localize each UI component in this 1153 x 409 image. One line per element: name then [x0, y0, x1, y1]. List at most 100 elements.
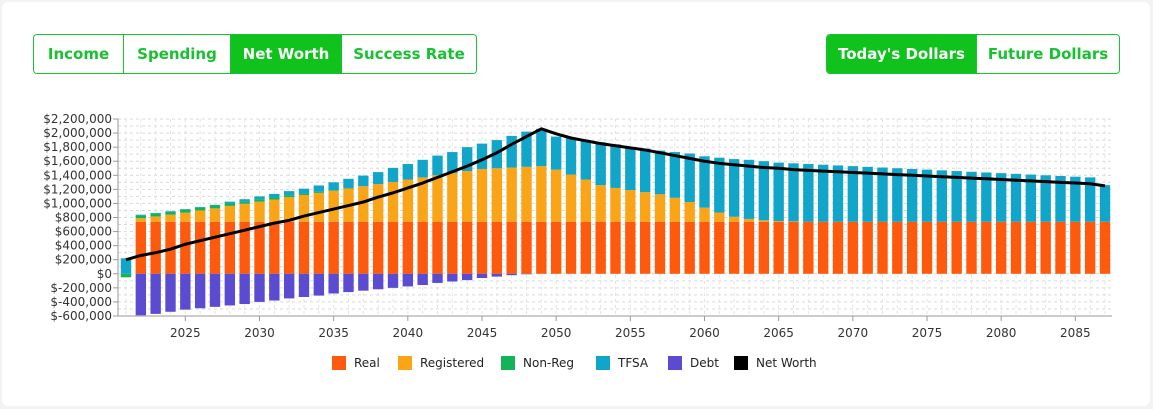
bar-tfsa — [461, 147, 473, 172]
bar-debt — [269, 273, 280, 301]
bar-debt — [402, 273, 414, 287]
bar-tfsa — [417, 159, 428, 178]
bar-registered — [358, 186, 369, 222]
bar-debt — [254, 273, 265, 302]
bar-debt — [358, 273, 369, 291]
bar-registered — [654, 194, 666, 222]
bar-real — [254, 221, 265, 274]
bar-debt — [135, 273, 147, 316]
bar-registered — [269, 199, 280, 222]
bar-real — [417, 221, 428, 274]
bar-tfsa — [728, 159, 740, 217]
bar-registered — [788, 221, 799, 222]
y-tick-label: $1,800,000 — [43, 140, 112, 154]
bar-tfsa — [610, 144, 621, 188]
bar-real — [1099, 221, 1111, 274]
bar-real — [491, 221, 503, 274]
bar-debt — [461, 273, 473, 281]
bar-tfsa — [862, 166, 873, 222]
bar-registered — [432, 175, 443, 222]
bar-real — [921, 221, 933, 274]
bar-real — [1010, 221, 1022, 274]
y-tick-label: $-600,000 — [50, 309, 112, 323]
bar-real — [625, 221, 636, 274]
bar-tfsa — [1070, 176, 1081, 222]
bar-tfsa — [536, 128, 547, 167]
tab-spending[interactable]: Spending — [124, 35, 231, 73]
bar-tfsa — [358, 175, 369, 187]
bar-real — [387, 221, 399, 274]
bar-debt — [328, 273, 339, 294]
bar-real — [981, 221, 992, 274]
bar-real — [521, 221, 532, 274]
bar-registered — [684, 202, 695, 222]
bar-real — [1084, 221, 1096, 274]
bar-registered — [595, 185, 606, 222]
bar-non_reg — [165, 211, 176, 215]
bar-debt — [417, 273, 428, 286]
bar-non_reg — [180, 209, 191, 213]
tab-income[interactable]: Income — [34, 35, 124, 73]
bar-real — [313, 221, 325, 274]
bar-tfsa — [343, 178, 354, 188]
bar-real — [1040, 221, 1051, 274]
legend-label-net_worth: Net Worth — [756, 356, 817, 370]
tab-todays-dollars[interactable]: Today's Dollars — [827, 35, 977, 73]
legend-swatch-registered — [398, 356, 412, 370]
bar-non_reg — [313, 191, 325, 193]
bar-debt — [491, 273, 503, 277]
bar-tfsa — [788, 163, 799, 222]
x-tick-label: 2025 — [170, 326, 201, 340]
legend-label-registered: Registered — [420, 356, 484, 370]
bar-real — [892, 221, 903, 274]
bar-registered — [743, 218, 755, 222]
bar-tfsa — [714, 157, 725, 213]
bar-real — [862, 221, 873, 274]
bar-real — [669, 221, 681, 274]
bar-real — [298, 221, 310, 274]
bar-real — [803, 221, 814, 274]
bar-tfsa — [283, 191, 295, 196]
bar-real — [432, 221, 443, 274]
dollar-tab-group: Today's Dollars Future Dollars — [826, 34, 1120, 74]
y-tick-label: $200,000 — [55, 253, 112, 267]
y-tick-label: $0 — [97, 267, 112, 281]
bar-registered — [372, 184, 384, 222]
tab-success-rate[interactable]: Success Rate — [342, 35, 476, 73]
bar-real — [283, 221, 295, 274]
bar-real — [995, 221, 1007, 274]
bar-tfsa — [1084, 177, 1096, 222]
bar-tfsa — [194, 206, 206, 208]
y-tick-label: $-400,000 — [50, 295, 112, 309]
bar-real — [447, 221, 458, 274]
bar-registered — [521, 166, 532, 222]
bar-real — [610, 221, 621, 274]
bar-non_reg — [283, 195, 295, 198]
tab-future-dollars[interactable]: Future Dollars — [977, 35, 1119, 73]
bar-registered — [239, 203, 250, 222]
bar-tfsa — [239, 199, 250, 202]
bar-debt — [447, 273, 458, 282]
bar-real — [951, 221, 962, 274]
bar-tfsa — [832, 165, 844, 222]
bar-tfsa — [921, 169, 933, 222]
bar-registered — [313, 192, 325, 222]
tab-net-worth[interactable]: Net Worth — [231, 35, 342, 73]
bar-real — [224, 221, 236, 274]
bar-debt — [521, 273, 532, 275]
bar-non_reg — [343, 187, 354, 189]
bar-registered — [180, 212, 191, 222]
bar-tfsa — [758, 161, 770, 221]
x-tick-label: 2030 — [244, 326, 275, 340]
bar-tfsa — [432, 155, 443, 176]
legend-label-debt: Debt — [690, 356, 719, 370]
bar-tfsa — [936, 170, 948, 222]
bar-tfsa — [224, 201, 236, 204]
bar-real — [817, 221, 829, 274]
bar-registered — [387, 181, 399, 222]
x-tick-label: 2080 — [986, 326, 1017, 340]
legend-label-tfsa: TFSA — [617, 356, 649, 370]
bar-non_reg — [194, 207, 206, 211]
bar-registered — [447, 173, 458, 222]
bar-registered — [610, 187, 621, 222]
